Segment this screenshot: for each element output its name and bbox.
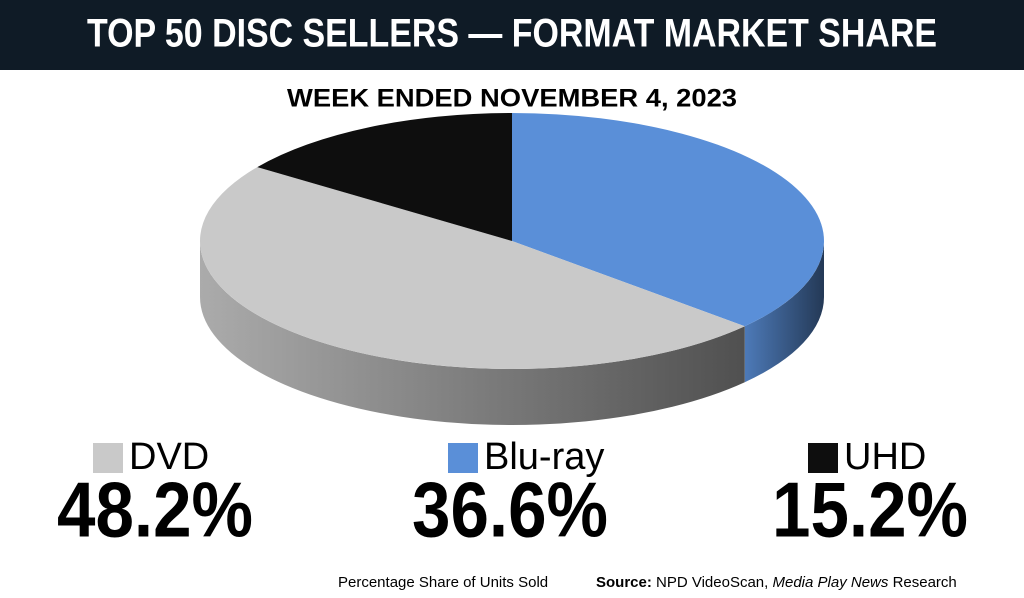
source-end: Research bbox=[893, 574, 957, 591]
legend-label: UHD bbox=[844, 436, 926, 478]
pie-slice bbox=[199, 167, 745, 370]
source: Source: NPD VideoScan, Media Play News R… bbox=[596, 574, 957, 591]
source-label: Source: bbox=[596, 574, 652, 591]
legend-label: Blu-ray bbox=[484, 436, 604, 478]
value-label: 36.6% bbox=[412, 466, 608, 554]
value-label: 48.2% bbox=[57, 466, 253, 554]
legend-label: DVD bbox=[129, 436, 209, 478]
legend-swatch bbox=[808, 443, 838, 473]
chart-title: TOP 50 DISC SELLERS — FORMAT MARKET SHAR… bbox=[87, 12, 937, 56]
legend-swatch bbox=[448, 443, 478, 473]
chart-subtitle: WEEK ENDED NOVEMBER 4, 2023 bbox=[287, 85, 737, 113]
value-label: 15.2% bbox=[772, 466, 968, 554]
header-bar bbox=[0, 0, 1024, 70]
note: Percentage Share of Units Sold bbox=[338, 574, 548, 591]
pie-side bbox=[744, 241, 825, 383]
pie-side bbox=[200, 241, 745, 426]
pie-slice bbox=[257, 113, 512, 241]
pie-slice bbox=[512, 113, 824, 327]
pie bbox=[199, 113, 825, 426]
source-text: NPD VideoScan, bbox=[656, 574, 768, 591]
legend-swatch bbox=[93, 443, 123, 473]
source-italic: Media Play News bbox=[773, 574, 889, 591]
